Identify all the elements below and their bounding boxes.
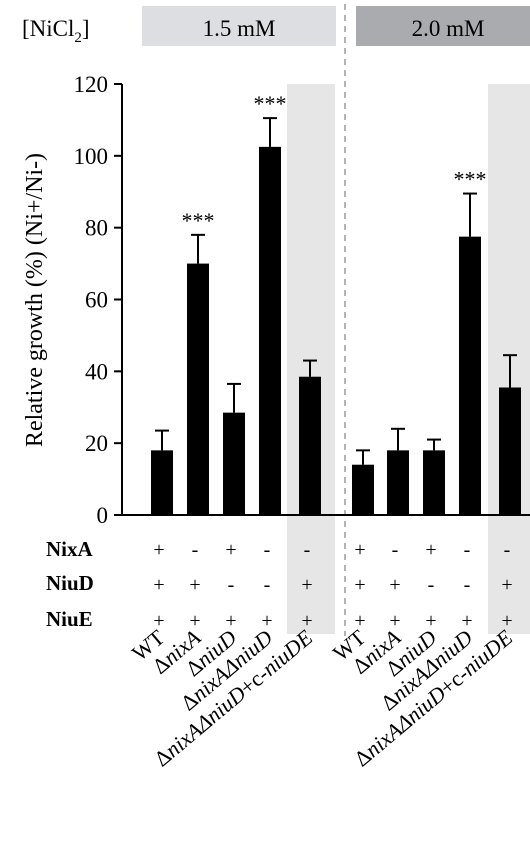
row-label-niud: NiuD <box>46 571 94 595</box>
bar-2-3 <box>423 450 445 515</box>
genotype-niud-1-4: - <box>264 574 271 596</box>
genotype-niue-1-5: + <box>301 610 312 632</box>
y-tick-label-4: 80 <box>85 216 108 241</box>
bar-1-4 <box>259 146 281 515</box>
genotype-nixa-2-2: - <box>392 539 399 561</box>
genotype-niud-2-3: - <box>428 574 435 596</box>
significance-1-4: *** <box>254 91 287 116</box>
genotype-niud-2-4: - <box>464 574 471 596</box>
bar-2-1 <box>352 464 374 515</box>
genotype-niue-2-1: + <box>354 610 365 632</box>
genotype-nixa-2-1: + <box>354 539 365 561</box>
genotype-nixa-2-3: + <box>425 539 436 561</box>
header-condition-1-background <box>142 6 336 46</box>
genotype-niue-1-1: + <box>153 610 164 632</box>
genotype-niue-1-4: + <box>261 610 272 632</box>
row-label-niue: NiuE <box>46 607 93 631</box>
y-tick-label-3: 60 <box>85 288 108 313</box>
bar-1-1 <box>151 450 173 515</box>
genotype-niue-2-2: + <box>389 610 400 632</box>
genotype-niue-1-2: + <box>189 610 200 632</box>
nicl2-header: [NiCl2] 1.5 mM 2.0 mM <box>22 6 530 46</box>
genotype-nixa-1-5: - <box>304 539 311 561</box>
bars: *** *** *** <box>151 91 521 516</box>
header-label: [NiCl2] <box>22 16 90 46</box>
header-condition-1: 1.5 mM <box>203 16 276 41</box>
significance-1-2: *** <box>182 208 215 233</box>
genotype-niud-2-5: + <box>501 574 512 596</box>
genotype-nixa-2-4: - <box>464 539 471 561</box>
genotype-nixa-1-1: + <box>153 539 164 561</box>
complement-highlight-1 <box>287 84 335 634</box>
genotype-niue-2-3: + <box>425 610 436 632</box>
y-axis: 0 20 40 60 80 100 120 <box>74 72 123 528</box>
genotype-niud-1-5: + <box>301 574 312 596</box>
genotype-table: NixA NiuD NiuE + - + - - + - + - - + + - - + + + - - + + + + + +… <box>46 537 513 632</box>
y-axis-label: Relative growth (%) (Ni+/Ni-) <box>22 153 48 447</box>
genotype-niud-1-1: + <box>153 574 164 596</box>
genotype-niud-2-2: + <box>389 574 400 596</box>
bar-1-2 <box>187 263 209 515</box>
genotype-niue-2-4: + <box>461 610 472 632</box>
genotype-niud-1-2: + <box>189 574 200 596</box>
bar-1-3 <box>223 412 245 515</box>
header-condition-2: 2.0 mM <box>412 16 485 41</box>
genotype-nixa-1-3: + <box>225 539 236 561</box>
row-label-nixa: NixA <box>46 537 94 561</box>
genotype-niud-2-1: + <box>354 574 365 596</box>
genotype-niue-2-5: + <box>501 610 512 632</box>
genotype-niud-1-3: - <box>228 574 235 596</box>
genotype-nixa-2-5: - <box>504 539 511 561</box>
bar-2-5 <box>499 387 521 515</box>
y-tick-label-0: 0 <box>97 503 109 528</box>
y-tick-label-5: 100 <box>74 144 109 169</box>
x-tick-labels: WTΔnixAΔniuDΔnixAΔniuDΔnixAΔniuD+c-niuDE… <box>127 624 518 771</box>
significance-2-4: *** <box>454 167 487 192</box>
y-tick-label-6: 120 <box>74 72 109 97</box>
y-tick-label-1: 20 <box>85 431 108 456</box>
genotype-nixa-1-4: - <box>264 539 271 561</box>
bar-2-4 <box>459 236 481 516</box>
header-condition-2-background <box>356 6 530 46</box>
genotype-nixa-1-2: - <box>192 539 199 561</box>
bar-2-2 <box>387 450 409 515</box>
y-tick-label-2: 40 <box>85 359 108 384</box>
genotype-niue-1-3: + <box>225 610 236 632</box>
bar-1-5 <box>299 376 321 515</box>
